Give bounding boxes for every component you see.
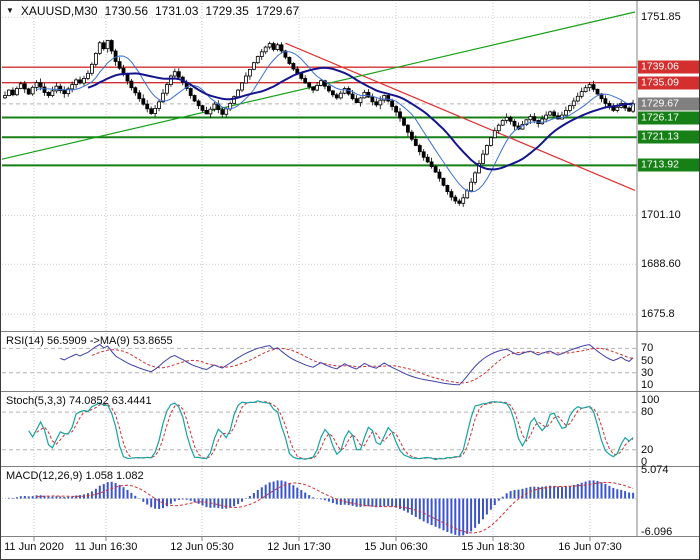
time-axis-label: 12 Jun 17:30 [267,541,331,553]
ohlc-open-value: 1730.56 [104,4,148,18]
indicator-tick-label: 100 [641,393,660,406]
price-level-badge: 1726.17 [638,111,699,125]
indicator-tick-label: 70 [641,342,654,355]
rsi-pane-layer [2,343,637,386]
price-level-badge: 1735.09 [638,76,699,90]
price-level-badge: 1721.13 [638,130,699,144]
price-tick-label: 1675.8 [641,308,675,321]
price-tick-label: 1688.60 [641,258,681,271]
ohlc-low-value: 1729.35 [205,4,249,18]
chart-header: ▼ XAUUSD,M30 1730.56 1731.03 1729.35 172… [6,4,299,18]
separators-layer [1,1,699,541]
time-axis-label: 11 Jun 16:30 [74,541,138,553]
indicator-tick-label: 30 [641,366,654,379]
stochastic-pane-layer [2,400,637,461]
time-axis-label: 15 Jun 18:30 [461,541,525,553]
symbol-timeframe-label: XAUUSD,M30 [20,4,98,18]
ohlc-high-value: 1731.03 [155,4,199,18]
moving-averages-layer [36,51,634,193]
time-axis-label: 12 Jun 05:30 [170,541,234,553]
grid-layer [2,3,637,536]
current-price-badge: 1729.67 [638,97,699,111]
indicator-tick-label: 10 [641,378,654,391]
macd-pane-layer [2,480,637,536]
stochastic-indicator-label: Stoch(5,3,3) 74.0852 63.4441 [6,395,152,407]
indicator-tick-label: 0 [641,456,648,469]
indicator-tick-label: 80 [641,406,654,419]
rsi-indicator-label: RSI(14) 56.5909 ->MA(9) 53.8655 [6,335,173,347]
time-axis-label: 16 Jun 07:30 [558,541,622,553]
indicator-tick-label: -6.096 [641,526,673,539]
price-level-badge: 1713.92 [638,158,699,172]
price-tick-label: 1701.10 [641,209,681,222]
symbol-dropdown-icon[interactable]: ▼ [6,6,14,15]
ohlc-close-value: 1729.67 [255,4,300,18]
trend-lines-layer[interactable] [1,11,636,191]
time-axis-label: 15 Jun 06:30 [364,541,428,553]
price-tick-label: 1751.85 [641,11,681,24]
macd-indicator-label: MACD(12,26,9) 1.058 1.082 [6,470,144,482]
candles-layer[interactable] [3,39,635,207]
price-level-badge: 1739.06 [638,60,699,74]
time-axis-label: 11 Jun 2020 [4,541,64,553]
indicator-tick-label: 5.074 [641,464,669,477]
indicator-tick-label: 20 [641,443,654,456]
indicator-tick-label: 50 [641,354,654,367]
